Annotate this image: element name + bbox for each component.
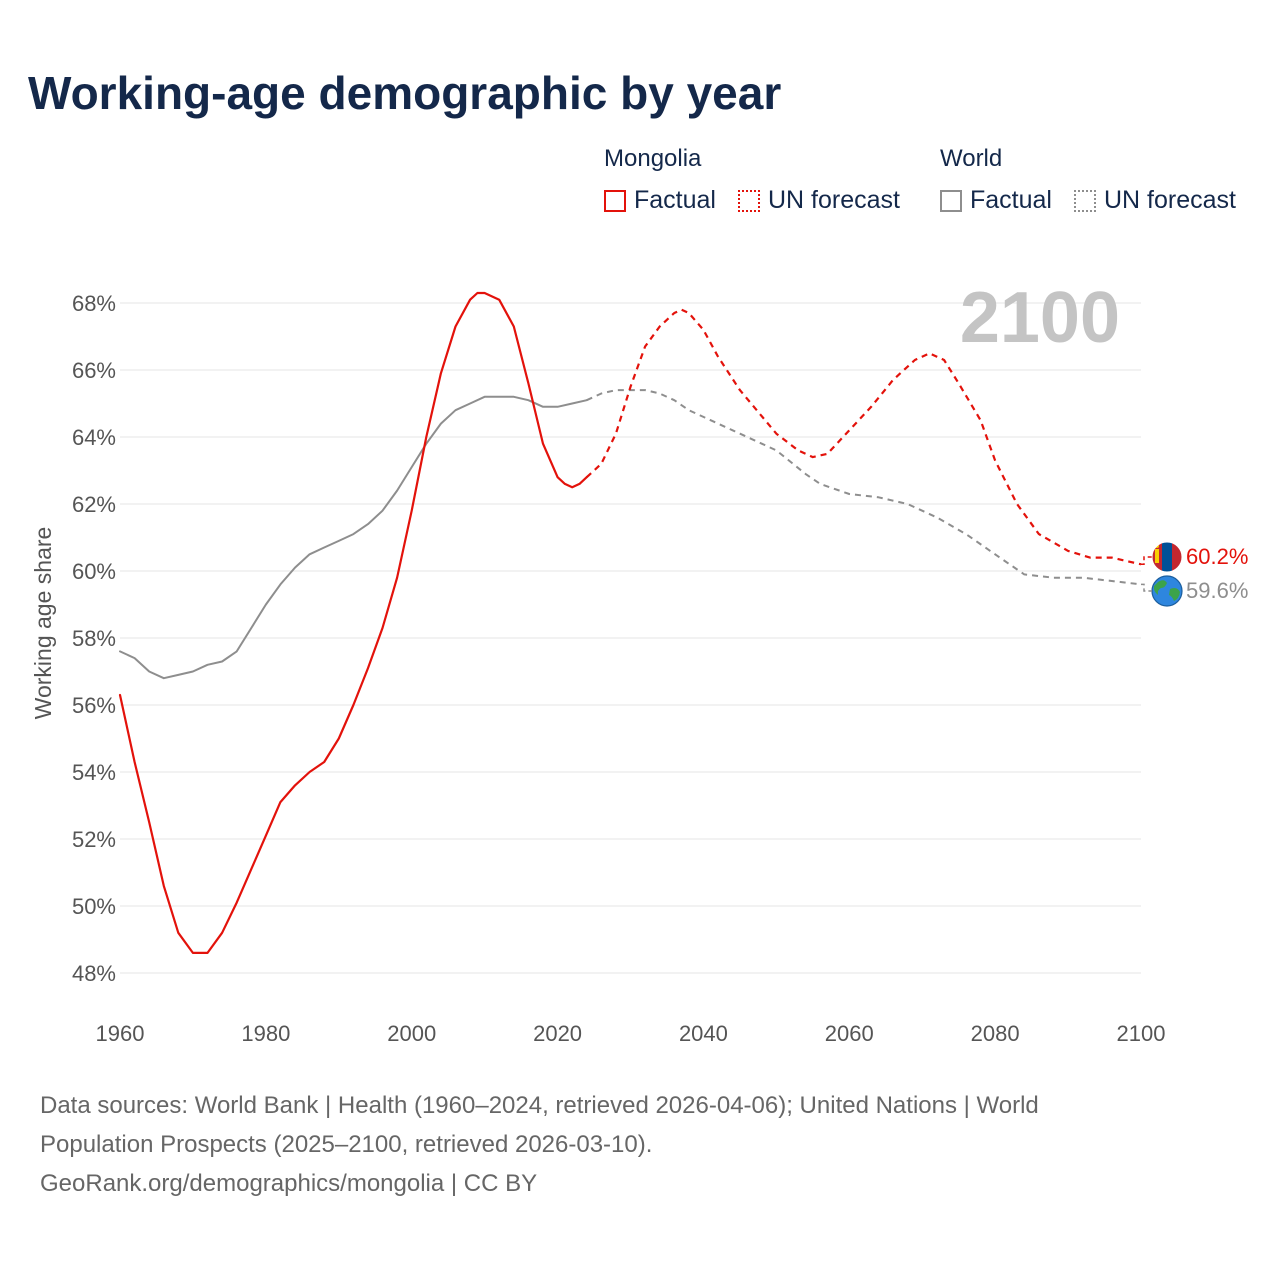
series-world-forecast (586, 389, 1142, 586)
legend-world-factual[interactable]: Factual (940, 186, 1052, 215)
y-tick-label: 48% (72, 961, 116, 986)
data-sources: Data sources: World Bank | Health (1960–… (40, 1092, 1039, 1158)
x-tick-label: 2060 (825, 1021, 874, 1046)
end-markers: 60.2% 59.6% (1141, 541, 1248, 607)
y-tick-label: 62% (72, 492, 116, 517)
x-tick-label: 1980 (241, 1021, 290, 1046)
legend-swatch-solid-gray (940, 189, 962, 212)
legend-label: UN forecast (768, 186, 900, 214)
series-world-factual (119, 395, 588, 680)
y-tick-label: 64% (72, 425, 116, 450)
end-label-mongolia: 60.2% (1186, 544, 1248, 569)
legend-world-forecast[interactable]: UN forecast (1074, 186, 1236, 215)
x-tick-label: 2000 (387, 1021, 436, 1046)
legend-group-mongolia: Mongolia (604, 145, 702, 172)
y-tick-label: 66% (72, 358, 116, 383)
legend-mongolia-forecast[interactable]: UN forecast (738, 186, 900, 215)
legend-label: Factual (634, 186, 716, 214)
series-mongolia-forecast (585, 308, 1142, 566)
y-tick-label: 60% (72, 559, 116, 584)
line-chart: 48%50%52%54%56%58%60%62%64%66%68% 1960 19… (30, 278, 1248, 1046)
y-tick-label: 56% (72, 693, 116, 718)
end-label-world: 59.6% (1186, 578, 1248, 603)
y-axis: 48% 50% 52% 54% 56% 58% 60% 62% 64% 66% 68% (72, 291, 116, 986)
legend-swatch-solid-red (604, 189, 626, 212)
legend-group-world: World (940, 145, 1003, 172)
y-tick-label: 68% (72, 291, 116, 316)
y-tick-label: 52% (72, 827, 116, 852)
footer: Data sources: World Bank | Health (1960–… (40, 1086, 1150, 1203)
x-tick-label: 2100 (1117, 1021, 1166, 1046)
globe-icon (1151, 575, 1183, 607)
grid (120, 302, 1141, 974)
x-tick-label: 2080 (971, 1021, 1020, 1046)
x-tick-label: 1960 (96, 1021, 145, 1046)
x-axis: 1960 1980 2000 2020 2040 2060 2080 2100 (96, 1021, 1166, 1046)
x-tick-label: 2020 (533, 1021, 582, 1046)
year-watermark: 2100 (960, 278, 1120, 358)
legend-swatch-dotted-red (738, 189, 760, 212)
series-mongolia-factual (118, 291, 588, 954)
legend-label: Factual (970, 186, 1052, 214)
legend-mongolia-factual[interactable]: Factual (604, 186, 716, 215)
mongolia-flag-icon (1151, 541, 1183, 573)
y-tick-label: 54% (72, 760, 116, 785)
credit-link[interactable]: GeoRank.org/demographics/mongolia | CC B… (40, 1170, 538, 1197)
chart-title: Working-age demographic by year (28, 67, 782, 119)
x-tick-label: 2040 (679, 1021, 728, 1046)
y-tick-label: 50% (72, 894, 116, 919)
connector-world (1141, 583, 1152, 592)
legend-swatch-dotted-gray (1074, 189, 1096, 212)
connector-mongolia (1141, 556, 1152, 566)
y-tick-label: 58% (72, 626, 116, 651)
legend-label: UN forecast (1104, 186, 1236, 214)
y-axis-label: Working age share (30, 527, 56, 720)
series-lines (118, 291, 1142, 954)
